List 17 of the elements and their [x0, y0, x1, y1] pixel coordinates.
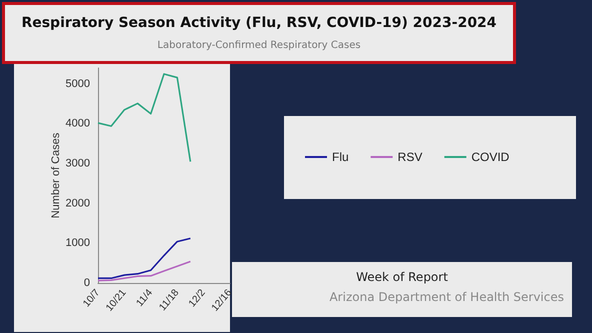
y-axis-title: Number of Cases	[50, 132, 62, 218]
legend-label: RSV	[398, 150, 422, 164]
y-tick-label: 0	[84, 277, 90, 289]
text: Laboratory-Confirmed Respiratory Cases	[156, 40, 362, 51]
y-tick-label: 1000	[66, 237, 90, 250]
line-series	[97, 260, 192, 282]
legend-label: Flu	[332, 150, 349, 164]
legend-label: COVID	[471, 150, 510, 164]
line-series	[97, 73, 192, 162]
y-tick-label: 3000	[66, 158, 90, 170]
text: Respiratory Season Activity (Flu, RSV, COVID-19) 2023-2024	[20, 15, 498, 31]
y-tick-label: 5000	[66, 78, 90, 90]
text: Arizona Department of Health Services	[329, 290, 564, 304]
text: Week of Report	[355, 270, 449, 284]
y-tick-label: 2000	[66, 197, 90, 210]
y-tick-label: 4000	[66, 118, 90, 130]
line-series	[97, 238, 192, 280]
